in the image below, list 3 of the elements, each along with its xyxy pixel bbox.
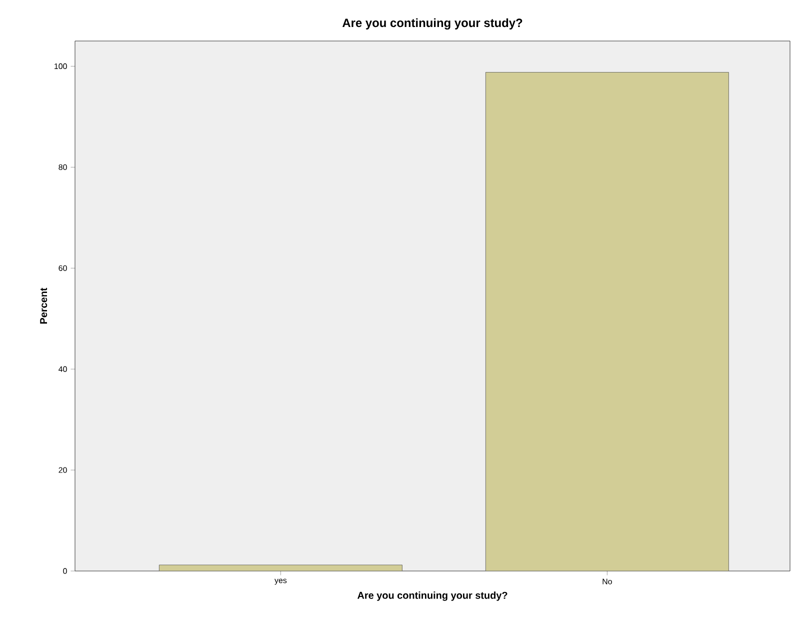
chart-title: Are you continuing your study? [342,18,522,30]
x-axis-title: Are you continuing your study? [357,592,508,601]
y-axis-title: Percent [40,288,48,324]
